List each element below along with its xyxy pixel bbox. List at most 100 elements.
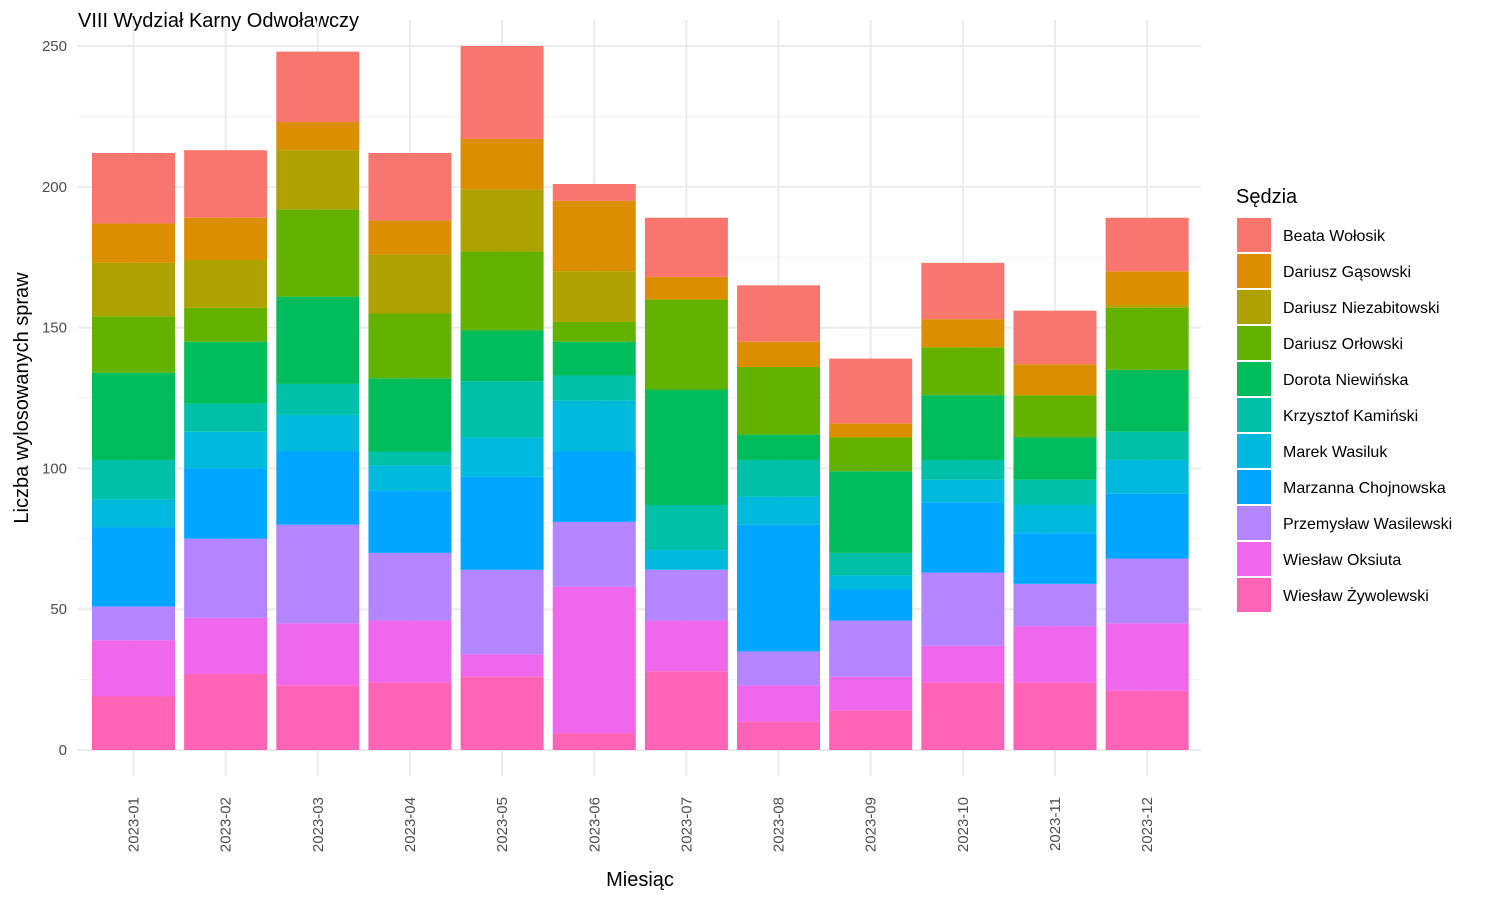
bar-segment	[460, 381, 544, 438]
legend-item: Dariusz Niezabitowski	[1237, 290, 1440, 324]
legend-item: Marzanna Chojnowska	[1237, 470, 1446, 504]
bar-segment	[737, 285, 821, 342]
bar-segment	[552, 586, 636, 734]
bar-segment	[921, 682, 1005, 750]
legend-item: Dorota Niewińska	[1237, 362, 1408, 396]
x-tick-label: 2023-12	[1139, 797, 1156, 852]
bar-segment	[92, 372, 175, 460]
bar-segment	[1013, 583, 1097, 627]
bar-segment	[460, 654, 544, 677]
bar-segment	[460, 676, 544, 750]
bar-stack-2023-08	[737, 285, 821, 750]
bar-segment	[921, 572, 1005, 646]
bar-segment	[829, 437, 913, 472]
legend-label: Przemysław Wasilewski	[1283, 516, 1452, 533]
x-tick-label: 2023-01	[126, 797, 143, 852]
bar-segment	[368, 490, 452, 553]
bar-segment	[460, 330, 544, 382]
bar-segment	[1013, 682, 1097, 750]
y-tick-label: 200	[42, 179, 67, 196]
x-tick-label: 2023-10	[955, 797, 972, 852]
bar-segment	[552, 375, 636, 401]
bar-segment	[1105, 305, 1189, 308]
x-tick-label: 2023-11	[1047, 797, 1064, 851]
bar-segment	[184, 431, 268, 469]
bar-segment	[921, 645, 1005, 683]
bar-segment	[1105, 690, 1189, 750]
bar-segment	[829, 471, 913, 553]
bar-segment	[368, 378, 452, 452]
bar-segment	[184, 150, 268, 218]
bar-stack-2023-04	[368, 153, 452, 750]
bar-stack-2023-06	[552, 183, 636, 750]
legend-swatch	[1237, 542, 1271, 576]
bar-segment	[921, 459, 1005, 480]
y-tick-label: 0	[59, 742, 67, 759]
bar-segment	[829, 358, 913, 424]
legend-item: Marek Wasiluk	[1237, 434, 1388, 468]
bar-segment	[552, 451, 636, 522]
bar-segment	[829, 710, 913, 750]
bar-segment	[368, 620, 452, 683]
bar-segment	[829, 589, 913, 621]
legend-items: Beata Wołosik Dariusz Gąsowski Dariusz Nie…	[1237, 218, 1452, 612]
legend-label: Dariusz Niezabitowski	[1283, 300, 1440, 317]
bar-segment	[1013, 626, 1097, 683]
legend-item: Dariusz Orłowski	[1237, 326, 1403, 360]
x-axis-label: Miesiąc	[606, 869, 674, 891]
bar-segment	[92, 527, 175, 607]
legend-item: Wiesław Żywolewski	[1237, 578, 1429, 612]
bar-stack-2023-01	[92, 153, 175, 750]
legend-swatch	[1237, 290, 1271, 324]
legend-swatch	[1237, 362, 1271, 396]
y-tick-label: 250	[42, 38, 67, 55]
bar-segment	[92, 262, 175, 317]
bar-segment	[460, 437, 544, 477]
bar-segment	[92, 640, 175, 697]
legend-swatch	[1237, 398, 1271, 432]
bar-segment	[1105, 307, 1189, 370]
legend-label: Krzysztof Kamiński	[1283, 408, 1418, 425]
bar-segment	[1105, 271, 1189, 306]
bar-segment	[92, 316, 175, 373]
x-tick-label: 2023-06	[586, 797, 603, 852]
bar-segment	[1105, 459, 1189, 494]
bar-segment	[737, 459, 821, 497]
bar-segment	[184, 341, 268, 404]
bar-segment	[644, 299, 728, 390]
legend-label: Dariusz Gąsowski	[1283, 264, 1411, 281]
bar-segment	[184, 538, 268, 618]
bar-segment	[737, 496, 821, 525]
bar-segment	[92, 459, 175, 500]
legend-item: Beata Wołosik	[1237, 218, 1386, 252]
bar-segment	[552, 200, 636, 272]
bar-segment	[829, 676, 913, 711]
legend-label: Wiesław Żywolewski	[1283, 586, 1429, 605]
legend: Sędzia Beata Wołosik Dariusz Gąsowski Dari…	[1236, 186, 1452, 612]
bar-segment	[276, 623, 360, 686]
bar-segment	[1013, 533, 1097, 584]
bar-segment	[368, 682, 452, 750]
bar-segment	[552, 183, 636, 201]
bar-segment	[921, 395, 1005, 460]
bar-segment	[1105, 623, 1189, 691]
y-tick-label: 150	[42, 320, 67, 337]
bar-segment	[644, 671, 728, 750]
legend-swatch	[1237, 506, 1271, 540]
bar-segment	[552, 400, 636, 452]
bar-stack-2023-07	[644, 217, 728, 750]
bar-segment	[1013, 437, 1097, 480]
x-tick-label: 2023-08	[771, 797, 788, 852]
bar-segment	[460, 251, 544, 331]
y-tick-label: 50	[50, 601, 67, 618]
bar-segment	[184, 217, 268, 261]
legend-label: Dariusz Orłowski	[1283, 336, 1403, 353]
bar-segment	[829, 552, 913, 576]
legend-swatch	[1237, 470, 1271, 504]
x-tick-label: 2023-07	[678, 797, 695, 852]
bar-segment	[368, 552, 452, 621]
legend-label: Marek Wasiluk	[1283, 444, 1388, 461]
bar-stack-2023-09	[829, 358, 913, 750]
legend-item: Wiesław Oksiuta	[1237, 542, 1401, 576]
bars	[92, 46, 1189, 750]
